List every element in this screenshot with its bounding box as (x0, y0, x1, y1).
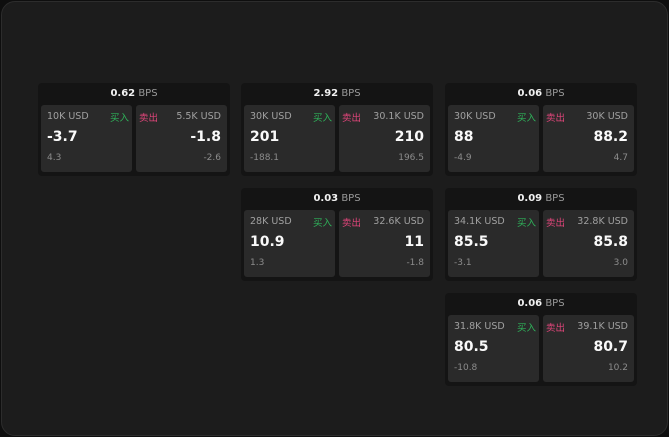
buy-cell[interactable]: 31.8K USD 买入 80.5 -10.8 (448, 315, 539, 382)
spread-unit: BPS (341, 193, 361, 204)
bid-change: 1.3 (250, 258, 265, 268)
ask-size: 32.6K USD (373, 216, 424, 227)
spread-header: 2.92 BPS (241, 83, 433, 105)
ask-change: 4.7 (613, 153, 628, 163)
buy-button[interactable]: 买入 (109, 113, 129, 124)
ask-size: 39.1K USD (577, 321, 628, 332)
sell-cell[interactable]: 32.6K USD 卖出 11 -1.8 (339, 210, 430, 277)
sell-cell[interactable]: 5.5K USD 卖出 -1.8 -2.6 (136, 105, 227, 172)
bid-size: 30K USD (454, 111, 496, 122)
spread-value: 0.62 (110, 88, 136, 99)
buy-cell[interactable]: 30K USD 买入 201 -188.1 (244, 105, 335, 172)
ask-price: 88.2 (593, 129, 628, 145)
ask-price: 80.7 (593, 339, 628, 355)
spread-header: 0.62 BPS (38, 83, 230, 105)
buy-button[interactable]: 买入 (516, 218, 536, 229)
quote-card: 2.92 BPS 30K USD 买入 201 -188.1 30.1K USD 卖出 210… (241, 83, 433, 176)
sell-cell[interactable]: 30.1K USD 卖出 210 196.5 (339, 105, 430, 172)
quote-card: 0.62 BPS 10K USD 买入 -3.7 4.3 5.5K USD 卖出 -1.8 -2… (38, 83, 230, 176)
ask-price: 85.8 (593, 234, 628, 250)
sell-button[interactable]: 卖出 (342, 218, 362, 229)
ask-size: 5.5K USD (176, 111, 221, 122)
bid-price: 88 (454, 129, 474, 145)
ask-change: -2.6 (203, 153, 221, 163)
spread-unit: BPS (545, 298, 565, 309)
bid-change: 4.3 (47, 153, 62, 163)
spread-value: 2.92 (313, 88, 339, 99)
ask-size: 30.1K USD (373, 111, 424, 122)
bid-price: -3.7 (47, 129, 78, 145)
sell-button[interactable]: 卖出 (342, 113, 362, 124)
ask-price: 11 (404, 234, 424, 250)
sell-button[interactable]: 卖出 (546, 113, 566, 124)
sell-button[interactable]: 卖出 (139, 113, 159, 124)
spread-header: 0.09 BPS (445, 188, 637, 210)
buy-cell[interactable]: 10K USD 买入 -3.7 4.3 (41, 105, 132, 172)
ask-size: 30K USD (586, 111, 628, 122)
sell-cell[interactable]: 39.1K USD 卖出 80.7 10.2 (543, 315, 634, 382)
bid-change: -3.1 (454, 258, 472, 268)
ask-change: 3.0 (613, 258, 628, 268)
ask-change: 196.5 (398, 153, 424, 163)
bid-size: 34.1K USD (454, 216, 505, 227)
ask-price: 210 (394, 129, 424, 145)
bid-change: -188.1 (250, 153, 280, 163)
quote-card: 0.06 BPS 31.8K USD 买入 80.5 -10.8 39.1K USD 卖出 8… (445, 293, 637, 386)
sell-button[interactable]: 卖出 (546, 218, 566, 229)
spread-header: 0.06 BPS (445, 293, 637, 315)
sell-cell[interactable]: 32.8K USD 卖出 85.8 3.0 (543, 210, 634, 277)
bid-change: -4.9 (454, 153, 472, 163)
ask-change: -1.8 (406, 258, 424, 268)
buy-button[interactable]: 买入 (516, 113, 536, 124)
spread-value: 0.09 (517, 193, 543, 204)
buy-cell[interactable]: 34.1K USD 买入 85.5 -3.1 (448, 210, 539, 277)
buy-button[interactable]: 买入 (312, 113, 332, 124)
ask-price: -1.8 (190, 129, 221, 145)
quote-card: 0.06 BPS 30K USD 买入 88 -4.9 30K USD 卖出 88.2 4.7 (445, 83, 637, 176)
spread-value: 0.03 (313, 193, 339, 204)
buy-cell[interactable]: 28K USD 买入 10.9 1.3 (244, 210, 335, 277)
buy-button[interactable]: 买入 (516, 323, 536, 334)
ask-size: 32.8K USD (577, 216, 628, 227)
spread-header: 0.03 BPS (241, 188, 433, 210)
quote-card: 0.03 BPS 28K USD 买入 10.9 1.3 32.6K USD 卖出 11 -1.… (241, 188, 433, 281)
bid-price: 85.5 (454, 234, 489, 250)
ask-change: 10.2 (607, 363, 628, 373)
sell-button[interactable]: 卖出 (546, 323, 566, 334)
buy-button[interactable]: 买入 (312, 218, 332, 229)
bid-size: 31.8K USD (454, 321, 505, 332)
spread-unit: BPS (138, 88, 158, 99)
bid-price: 80.5 (454, 339, 489, 355)
spread-header: 0.06 BPS (445, 83, 637, 105)
bid-size: 10K USD (47, 111, 89, 122)
sell-cell[interactable]: 30K USD 卖出 88.2 4.7 (543, 105, 634, 172)
bid-size: 30K USD (250, 111, 292, 122)
bid-price: 201 (250, 129, 280, 145)
spread-value: 0.06 (517, 88, 543, 99)
spread-value: 0.06 (517, 298, 543, 309)
spread-unit: BPS (545, 193, 565, 204)
spread-unit: BPS (545, 88, 565, 99)
bid-size: 28K USD (250, 216, 292, 227)
bid-price: 10.9 (250, 234, 285, 250)
buy-cell[interactable]: 30K USD 买入 88 -4.9 (448, 105, 539, 172)
spread-unit: BPS (341, 88, 361, 99)
quote-card: 0.09 BPS 34.1K USD 买入 85.5 -3.1 32.8K USD 卖出 85… (445, 188, 637, 281)
bid-change: -10.8 (454, 363, 478, 373)
